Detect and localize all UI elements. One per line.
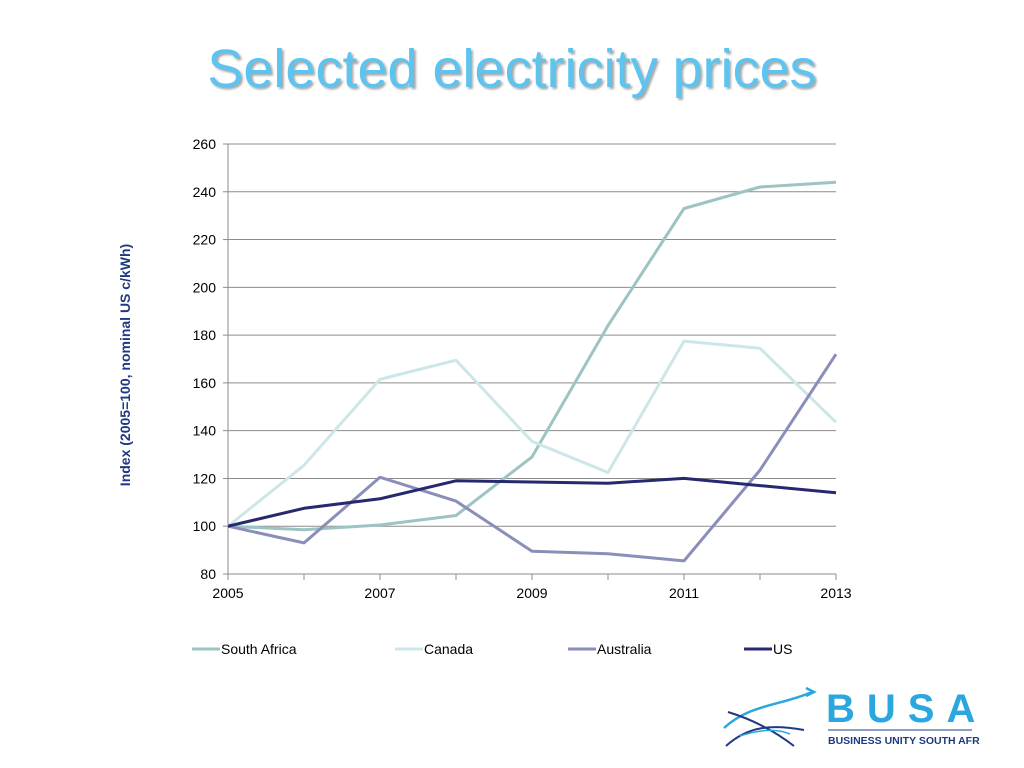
busa-logo: BUSA BUSINESS UNITY SOUTH AFRICA [723,686,980,747]
y-tick-label: 100 [193,518,217,534]
legend-item: Canada [395,641,473,657]
x-tick-label: 2005 [212,585,243,601]
slide-title: Selected electricity prices [207,39,817,99]
legend-item: South Africa [192,641,297,657]
x-tick-label: 2009 [516,585,547,601]
fish-wave-logo-icon [723,686,817,747]
series-lines [227,180,838,563]
y-tick-label: 140 [193,423,217,439]
legend-item: US [744,641,792,657]
logo-name: BUSA [826,687,980,731]
y-tick-labels: 80 100 120 140 160 180 200 220 240 260 [193,136,217,582]
y-tick-label: 80 [200,566,216,582]
grid-lines [223,143,836,575]
y-tick-label: 220 [193,232,217,248]
x-tick-label: 2007 [364,585,395,601]
y-tick-label: 160 [193,375,217,391]
series-line-australia [227,353,838,563]
y-tick-label: 120 [193,470,217,486]
series-line-south-africa [227,180,837,532]
legend-item: Australia [568,641,652,657]
y-tick-label: 200 [193,279,217,295]
x-tick-labels: 2005 2007 2009 2011 2013 [212,585,851,601]
legend: South Africa Canada Australia US [192,641,792,657]
legend-label: South Africa [221,641,297,657]
y-tick-label: 180 [193,327,217,343]
legend-label: Canada [424,641,473,657]
legend-label: US [773,641,792,657]
legend-label: Australia [597,641,652,657]
axes [227,144,837,580]
x-tick-label: 2011 [669,585,699,601]
series-line-canada [227,339,838,528]
y-tick-label: 260 [193,136,217,152]
x-tick-label: 2013 [820,585,851,601]
y-tick-label: 240 [193,184,217,200]
series-line-us [227,476,837,528]
y-axis-title: Index (2005=100, nominal US c/kWh) [117,244,133,486]
logo-subtitle: BUSINESS UNITY SOUTH AFRICA [828,735,980,747]
